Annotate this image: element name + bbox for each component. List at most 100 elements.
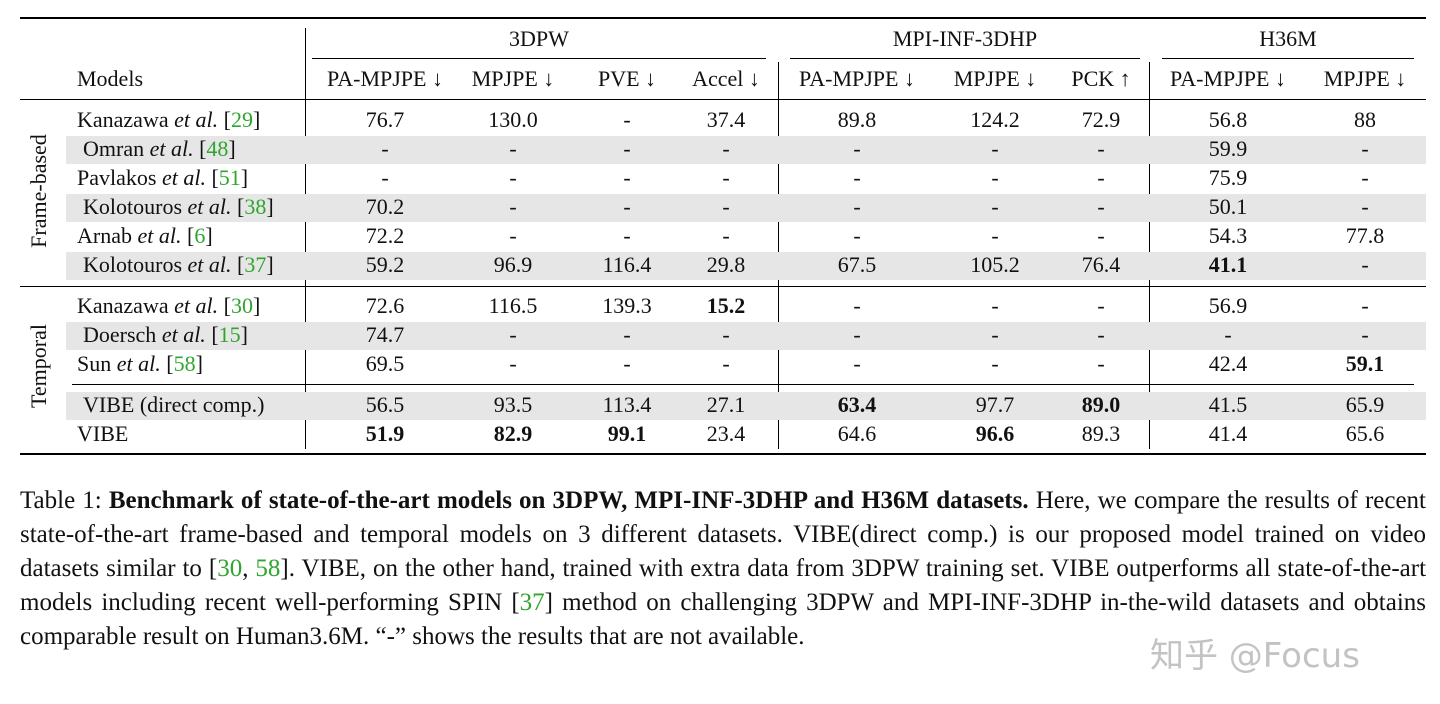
et-al: et al. [116,351,161,376]
group-header-mpi: MPI-INF-3DHP [892,26,1038,51]
table-cell: - [991,223,999,248]
table-cell: 105.2 [970,252,1020,277]
table-cell: - [722,165,730,190]
group-header-3dpw: 3DPW [509,26,569,51]
table-cell: 82.9 [493,421,533,446]
table-cell: - [509,136,517,161]
table-cell: - [991,322,999,347]
metric-header: PA-MPJPE ↓ [799,66,915,91]
table-cell: - [509,322,517,347]
table-cell: - [1097,194,1105,219]
table-cell: - [853,351,861,376]
table-cell: 56.8 [1208,107,1248,132]
table-cell: - [722,194,730,219]
group-underline-mpi [790,58,1140,59]
metric-header: PA-MPJPE ↓ [1170,66,1286,91]
table-cell: 116.5 [488,293,538,318]
group-header-h36m: H36M [1259,26,1317,51]
table-cell: - [853,165,861,190]
table-cell: 59.2 [365,252,405,277]
table-cell: - [623,322,631,347]
metric-header: MPJPE ↓ [1323,66,1407,91]
model-name: Kolotouros et al. [37] [83,252,274,277]
citation-link[interactable]: 48 [206,136,229,161]
et-al: et al. [137,223,182,248]
citation-link[interactable]: 30 [217,555,243,582]
table-cell: 96.6 [975,421,1015,446]
table-cell: 88 [1354,107,1376,132]
table-cell: 51.9 [365,421,405,446]
table-cell: - [1361,293,1369,318]
citation-link[interactable]: 58 [255,555,281,582]
vibe-rule [72,384,1414,385]
citation-link[interactable]: 37 [519,589,545,616]
model-name: VIBE [77,420,128,448]
table-cell: 93.5 [493,392,533,417]
table-cell: - [853,136,861,161]
table-cell: 65.6 [1345,421,1385,446]
table-cell: - [1097,293,1105,318]
table-cell: 41.4 [1208,421,1248,446]
table-cell: 89.0 [1081,392,1121,417]
citation-link[interactable]: 29 [230,107,253,132]
table-cell: 56.5 [365,392,405,417]
table-cell: 69.5 [365,351,405,376]
et-al: et al. [149,136,194,161]
table-cell: 15.2 [706,293,746,318]
caption-prefix: Table 1: [20,487,109,514]
citation-link[interactable]: 30 [230,293,253,318]
et-al: et al. [174,293,219,318]
model-name: Omran et al. [48] [83,136,236,161]
table-cell: - [509,194,517,219]
table-cell: - [991,351,999,376]
row-shading [66,322,1426,350]
table-cell: 41.1 [1208,252,1248,277]
top-rule [20,17,1426,19]
table-cell: 75.9 [1208,165,1248,190]
et-al: et al. [161,322,206,347]
citation-link[interactable]: 51 [218,165,241,190]
model-author: VIBE (direct comp.) [83,392,265,417]
models-header: Models [77,66,143,91]
table-cell: 116.4 [602,252,652,277]
table-cell: - [1361,252,1369,277]
bottom-rule [20,453,1426,455]
table-cell: - [853,293,861,318]
caption-text-3: ]. VIBE, on the other hand, trained with… [20,555,1427,616]
citation-link[interactable]: 6 [194,223,206,248]
table-cell: 27.1 [706,392,746,417]
table-cell: - [623,165,631,190]
citation-link[interactable]: 37 [244,252,267,277]
table-cell: 67.5 [837,252,877,277]
model-author: Pavlakos [77,165,162,190]
table-cell: - [1361,194,1369,219]
caption-bold-title: Benchmark of state-of-the-art models on … [108,487,1029,514]
table-cell: 65.9 [1345,392,1385,417]
citation-link[interactable]: 58 [173,351,196,376]
caption-text-1: Here, we compare the results of recent s… [20,487,1427,582]
table-cell: - [381,165,389,190]
citation-link[interactable]: 15 [218,322,241,347]
model-name: VIBE (direct comp.) [83,391,264,419]
section-label-temporal: Temporal [26,324,51,408]
model-name: Sun et al. [58] [77,351,203,376]
table-cell: - [623,223,631,248]
et-al: et al. [174,107,219,132]
model-author: Doersch [83,322,162,347]
table-cell: - [991,293,999,318]
metric-header: PCK ↑ [1071,66,1131,91]
table-cell: - [623,136,631,161]
table-cell: - [1097,165,1105,190]
citation-link[interactable]: 38 [244,194,267,219]
table-cell: 74.7 [365,322,405,347]
table-cell: - [509,351,517,376]
metric-header: MPJPE ↓ [471,66,555,91]
table-cell: - [1097,136,1105,161]
table-cell: 72.2 [365,223,405,248]
model-author: VIBE [77,421,129,446]
table-cell: - [1097,223,1105,248]
table-cell: - [722,223,730,248]
vline-1 [305,28,306,449]
table-cell: 72.9 [1081,107,1121,132]
model-author: Sun [77,351,117,376]
